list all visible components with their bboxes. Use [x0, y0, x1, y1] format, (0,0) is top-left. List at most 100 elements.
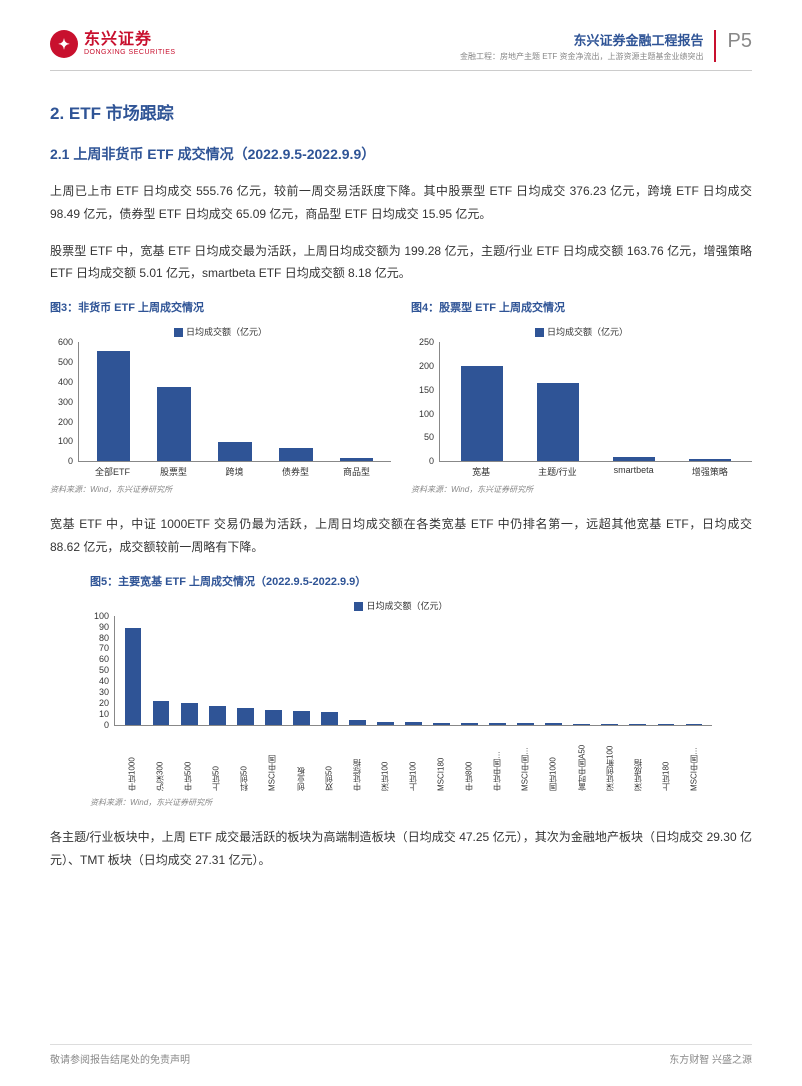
y-tick-label: 0 [49, 456, 73, 466]
x-tick-label: MSCI中国… [680, 729, 708, 791]
chart-3-plot: 0100200300400500600 [78, 342, 391, 462]
paragraph-1: 上周已上市 ETF 日均成交 555.76 亿元，较前一周交易活跃度下降。其中股… [50, 180, 752, 226]
y-tick-label: 250 [410, 337, 434, 347]
x-tick-label: 中证800 [455, 729, 483, 791]
page-header: ✦ 东兴证券 DONGXING SECURITIES 东兴证券金融工程报告 金融… [50, 30, 752, 71]
chart-4-plot: 050100150200250 [439, 342, 752, 462]
y-tick-label: 200 [410, 361, 434, 371]
logo-icon: ✦ [50, 30, 78, 58]
chart-bar [537, 383, 579, 461]
y-tick-label: 200 [49, 417, 73, 427]
x-tick-label: 中证综指 [343, 729, 371, 791]
chart-bar [461, 366, 503, 461]
chart-bar [489, 723, 506, 725]
y-tick-label: 80 [89, 633, 109, 643]
chart-bar [153, 701, 170, 725]
chart-bar [321, 712, 338, 725]
chart-bar [279, 448, 312, 461]
chart-bar [125, 628, 142, 725]
chart-bar [573, 724, 590, 725]
y-tick-label: 400 [49, 377, 73, 387]
chart-bar [658, 724, 675, 725]
x-tick-label: 上证50 [202, 729, 230, 791]
x-tick-label: 上证180 [652, 729, 680, 791]
paragraph-2: 股票型 ETF 中，宽基 ETF 日均成交最为活跃，上周日均成交额为 199.2… [50, 240, 752, 286]
chart-bar [517, 723, 534, 725]
chart-bar [461, 723, 478, 725]
chart-bar [686, 724, 703, 725]
paragraph-3: 宽基 ETF 中，中证 1000ETF 交易仍最为活跃，上周日均成交额在各类宽基… [50, 513, 752, 559]
y-tick-label: 100 [49, 436, 73, 446]
chart-3: 图3：非货币 ETF 上周成交情况 日均成交额（亿元） 010020030040… [50, 299, 391, 495]
header-title: 东兴证券金融工程报告 [460, 30, 704, 49]
logo-text-cn: 东兴证券 [84, 31, 176, 49]
section-heading-2: 2. ETF 市场跟踪 [50, 99, 752, 124]
legend-swatch [535, 328, 544, 337]
x-tick-label: 富时中国A50 [568, 729, 596, 791]
x-tick-label: smartbeta [596, 465, 672, 478]
chart-bar [237, 708, 254, 724]
legend-swatch [174, 328, 183, 337]
x-tick-label: 跨境 [204, 465, 265, 478]
chart-bar [689, 459, 731, 461]
chart-bar [601, 724, 618, 725]
y-tick-label: 90 [89, 622, 109, 632]
y-tick-label: 300 [49, 397, 73, 407]
y-tick-label: 70 [89, 643, 109, 653]
y-tick-label: 0 [89, 720, 109, 730]
chart-5-title: 图5：主要宽基 ETF 上周成交情况（2022.9.5-2022.9.9） [90, 573, 752, 589]
x-tick-label: MSCI中国 [258, 729, 286, 791]
x-tick-label: 中证500 [174, 729, 202, 791]
chart-3-source: 资料来源：Wind，东兴证券研究所 [50, 484, 391, 495]
chart-4-title: 图4：股票型 ETF 上周成交情况 [411, 299, 752, 315]
chart-bar [181, 703, 198, 725]
x-tick-label: 科创50 [230, 729, 258, 791]
y-tick-label: 30 [89, 687, 109, 697]
logo-text-en: DONGXING SECURITIES [84, 49, 176, 57]
x-tick-label: 中证1000 [118, 729, 146, 791]
footer-disclaimer: 敬请参阅报告结尾处的免责声明 [50, 1051, 190, 1066]
chart-bar [405, 722, 422, 725]
y-tick-label: 0 [410, 456, 434, 466]
x-tick-label: MSCI180 [427, 729, 455, 791]
x-tick-label: 深证100 [371, 729, 399, 791]
y-tick-label: 20 [89, 698, 109, 708]
x-tick-label: 股票型 [143, 465, 204, 478]
chart-bar [349, 720, 366, 724]
x-tick-label: 中证中国… [483, 729, 511, 791]
chart-bar [157, 387, 190, 462]
chart-5-source: 资料来源：Wind，东兴证券研究所 [90, 797, 712, 808]
chart-bar [613, 457, 655, 461]
section-heading-2-1: 2.1 上周非货币 ETF 成交情况（2022.9.5-2022.9.9） [50, 144, 752, 164]
x-tick-label: 沪深300 [146, 729, 174, 791]
x-tick-label: 双创50 [315, 729, 343, 791]
chart-3-legend: 日均成交额（亿元） [50, 325, 391, 338]
legend-swatch [354, 602, 363, 611]
chart-bar [209, 706, 226, 725]
chart-bar [545, 723, 562, 724]
x-tick-label: 增强策略 [672, 465, 748, 478]
chart-bar [265, 710, 282, 725]
y-tick-label: 100 [89, 611, 109, 621]
x-tick-label: 全部ETF [82, 465, 143, 478]
x-tick-label: 上证100 [399, 729, 427, 791]
y-tick-label: 40 [89, 676, 109, 686]
footer-slogan: 东方财智 兴盛之源 [669, 1051, 752, 1066]
chart-4-legend: 日均成交额（亿元） [411, 325, 752, 338]
y-tick-label: 50 [410, 432, 434, 442]
chart-5-legend: 日均成交额（亿元） [90, 599, 712, 612]
chart-bar [97, 351, 130, 461]
chart-bar [293, 711, 310, 725]
x-tick-label: 深证成指 [624, 729, 652, 791]
chart-bar [218, 442, 251, 462]
logo: ✦ 东兴证券 DONGXING SECURITIES [50, 30, 176, 58]
x-tick-label: 国证1000 [539, 729, 567, 791]
x-tick-label: 深证创新100 [596, 729, 624, 791]
y-tick-label: 100 [410, 409, 434, 419]
page-footer: 敬请参阅报告结尾处的免责声明 东方财智 兴盛之源 [50, 1044, 752, 1066]
y-tick-label: 150 [410, 385, 434, 395]
y-tick-label: 50 [89, 665, 109, 675]
y-tick-label: 600 [49, 337, 73, 347]
chart-4: 图4：股票型 ETF 上周成交情况 日均成交额（亿元） 050100150200… [411, 299, 752, 495]
y-tick-label: 500 [49, 357, 73, 367]
